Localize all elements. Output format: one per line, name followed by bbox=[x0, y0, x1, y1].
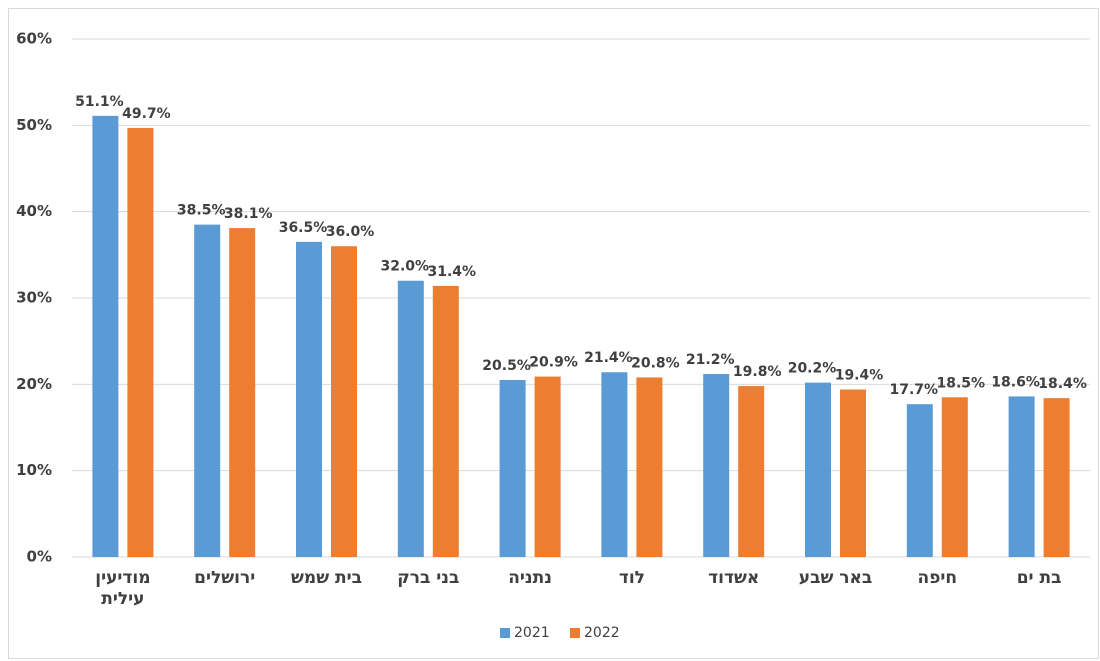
data-label: 38.1% bbox=[224, 206, 273, 222]
bar bbox=[296, 241, 322, 557]
x-tick-label: נתניה bbox=[508, 568, 552, 588]
y-tick-label: 30% bbox=[16, 289, 52, 307]
x-tick-label: באר שבע bbox=[798, 568, 873, 588]
bar bbox=[499, 380, 526, 557]
data-label: 19.8% bbox=[733, 364, 782, 380]
y-tick-label: 50% bbox=[16, 116, 52, 134]
y-tick-label: 40% bbox=[16, 202, 52, 220]
data-label: 18.6% bbox=[991, 374, 1040, 390]
bar bbox=[331, 246, 357, 557]
x-tick-label: לוד bbox=[618, 568, 645, 588]
y-tick-label: 20% bbox=[16, 375, 52, 393]
bar bbox=[636, 377, 663, 557]
data-label: 20.8% bbox=[631, 355, 680, 371]
data-label: 49.7% bbox=[122, 106, 171, 122]
data-label: 18.4% bbox=[1038, 376, 1087, 392]
chart-border bbox=[8, 8, 1099, 659]
bar bbox=[92, 115, 119, 557]
bar bbox=[840, 389, 866, 557]
data-label: 20.5% bbox=[482, 358, 531, 374]
x-tick-label: בני ברק bbox=[397, 568, 460, 588]
data-label: 21.4% bbox=[584, 350, 633, 366]
data-label: 31.4% bbox=[428, 264, 477, 280]
data-label: 32.0% bbox=[381, 259, 430, 275]
data-label: 38.5% bbox=[177, 203, 226, 219]
bar bbox=[1043, 398, 1070, 557]
data-label: 36.5% bbox=[279, 220, 328, 236]
y-tick-label: 60% bbox=[16, 30, 52, 48]
data-label: 17.7% bbox=[890, 382, 939, 398]
legend-swatch bbox=[500, 628, 510, 638]
bar bbox=[805, 382, 831, 557]
data-label: 21.2% bbox=[686, 352, 735, 368]
bar bbox=[397, 280, 424, 557]
bar bbox=[1008, 396, 1035, 557]
x-tick-label: ירושלים bbox=[194, 568, 256, 588]
bar bbox=[906, 404, 933, 557]
legend-label: 2021 bbox=[514, 625, 550, 641]
bar bbox=[432, 285, 459, 557]
x-tick-label: חיפה bbox=[917, 568, 958, 588]
bar bbox=[601, 372, 628, 557]
bar bbox=[738, 386, 765, 557]
bar bbox=[534, 376, 561, 557]
x-tick-label: בת ים bbox=[1016, 568, 1062, 588]
legend-label: 2022 bbox=[584, 625, 620, 641]
x-tick-label: בית שמש bbox=[291, 568, 362, 588]
x-tick-label: אשדוד bbox=[708, 568, 760, 588]
bar bbox=[127, 127, 154, 557]
y-tick-label: 0% bbox=[27, 548, 52, 566]
data-label: 36.0% bbox=[326, 224, 375, 240]
data-label: 51.1% bbox=[75, 94, 124, 110]
bar bbox=[941, 397, 968, 557]
legend-swatch bbox=[570, 628, 580, 638]
y-tick-label: 10% bbox=[16, 461, 52, 479]
bar bbox=[194, 224, 221, 557]
bar bbox=[703, 373, 730, 557]
data-label: 18.5% bbox=[937, 375, 986, 391]
x-tick-label: מודיעין עילית bbox=[95, 568, 151, 609]
data-label: 20.2% bbox=[788, 361, 837, 377]
bar bbox=[229, 228, 256, 557]
data-label: 20.9% bbox=[529, 355, 578, 371]
data-label: 19.4% bbox=[835, 368, 884, 384]
